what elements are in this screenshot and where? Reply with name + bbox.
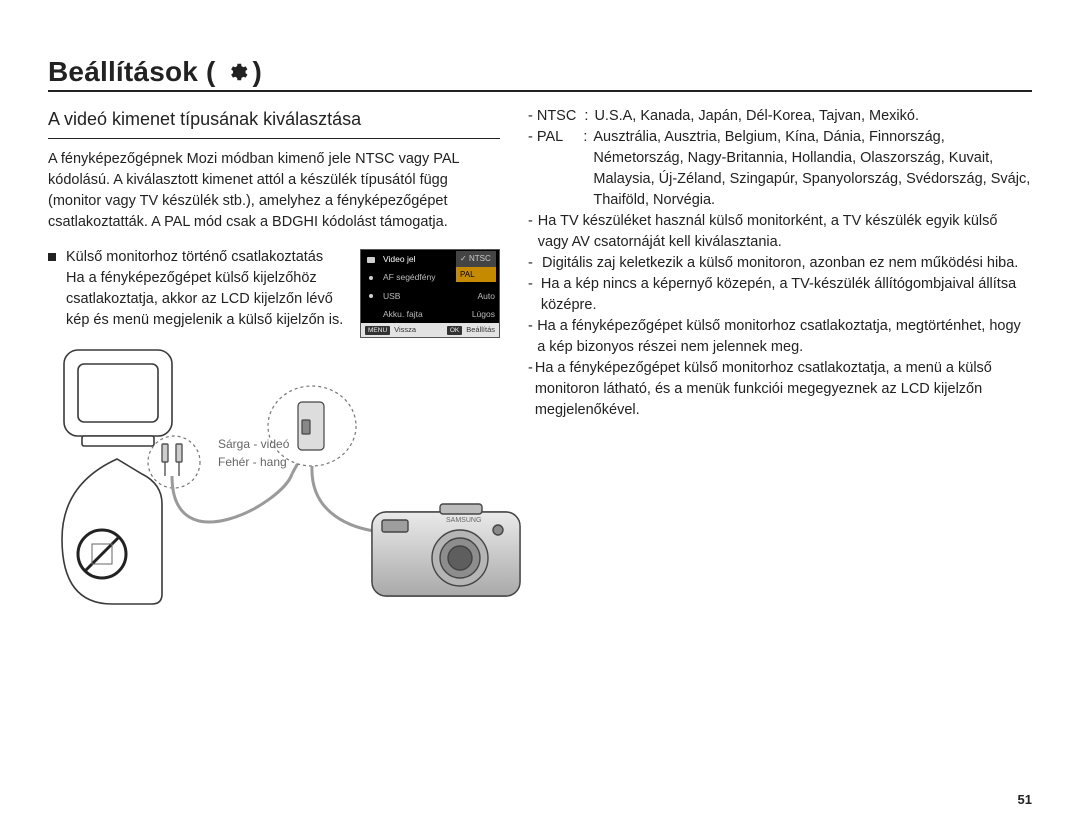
label-white-audio: Fehér - hang: [218, 454, 289, 471]
camera-menu-screenshot: Video jel AF segédfény USBAuto Akku. faj…: [352, 247, 500, 338]
gear-icon: [226, 61, 248, 88]
note-item: -Digitális zaj keletkezik a külső monito…: [528, 253, 1032, 274]
menu-ok-label: Beállítás: [466, 325, 495, 336]
menu-icon-strip: [361, 250, 381, 323]
bullet-heading: Külső monitorhoz történő csatlakoztatás: [48, 247, 352, 268]
bullet-body: Ha a fényképezőgépet külső kijelzőhöz cs…: [48, 268, 352, 331]
bullet-row: Külső monitorhoz történő csatlakoztatás …: [48, 247, 500, 338]
menu-dropdown: ✓ NTSC PAL: [456, 251, 496, 282]
left-column: A videó kimenet típusának kiválasztása A…: [48, 106, 528, 654]
dropdown-option-selected: PAL: [456, 267, 496, 283]
dropdown-option: ✓ NTSC: [456, 251, 496, 267]
right-column: - NTSC : U.S.A, Kanada, Japán, Dél-Korea…: [528, 106, 1032, 654]
note-item: -Ha TV készüléket használ külső monitork…: [528, 211, 1032, 253]
page-title-close: ): [252, 56, 262, 87]
page-number: 51: [1018, 792, 1032, 807]
menu-back-chip: MENU: [365, 326, 390, 335]
title-row: Beállítások ( ): [48, 56, 1032, 92]
note-item: -Ha a kép nincs a képernyő közepén, a TV…: [528, 274, 1032, 316]
svg-text:SAMSUNG: SAMSUNG: [446, 517, 481, 524]
label-yellow-video: Sárga - videó: [218, 436, 289, 453]
menu-back-label: Vissza: [394, 325, 416, 336]
cable-labels: Sárga - videó Fehér - hang: [218, 436, 289, 471]
note-item: -Ha a fényképezőgépet külső monitorhoz c…: [528, 358, 1032, 421]
menu-row: USBAuto: [381, 287, 499, 305]
section-subhead: A videó kimenet típusának kiválasztása: [48, 106, 500, 139]
content-columns: A videó kimenet típusának kiválasztása A…: [48, 106, 1032, 654]
pal-item: - PAL : Ausztrália, Ausztria, Belgium, K…: [528, 127, 1032, 211]
note-item: -Ha a fényképezőgépet külső monitorhoz c…: [528, 316, 1032, 358]
connection-illustration: SAMSUNG Sárga - videó Fehér - hang: [48, 344, 500, 654]
page-title: Beállítások (: [48, 56, 216, 87]
menu-ok-chip: OK: [447, 326, 462, 335]
menu-row: Akku. fajtaLúgos: [381, 305, 499, 323]
manual-page: Beállítások ( ) A videó kimenet típusána…: [0, 0, 1080, 815]
ntsc-item: - NTSC : U.S.A, Kanada, Japán, Dél-Korea…: [528, 106, 1032, 127]
menu-footer: MENU Vissza OK Beállítás: [361, 323, 499, 337]
intro-paragraph: A fényképezőgépnek Mozi módban kimenő je…: [48, 149, 500, 233]
